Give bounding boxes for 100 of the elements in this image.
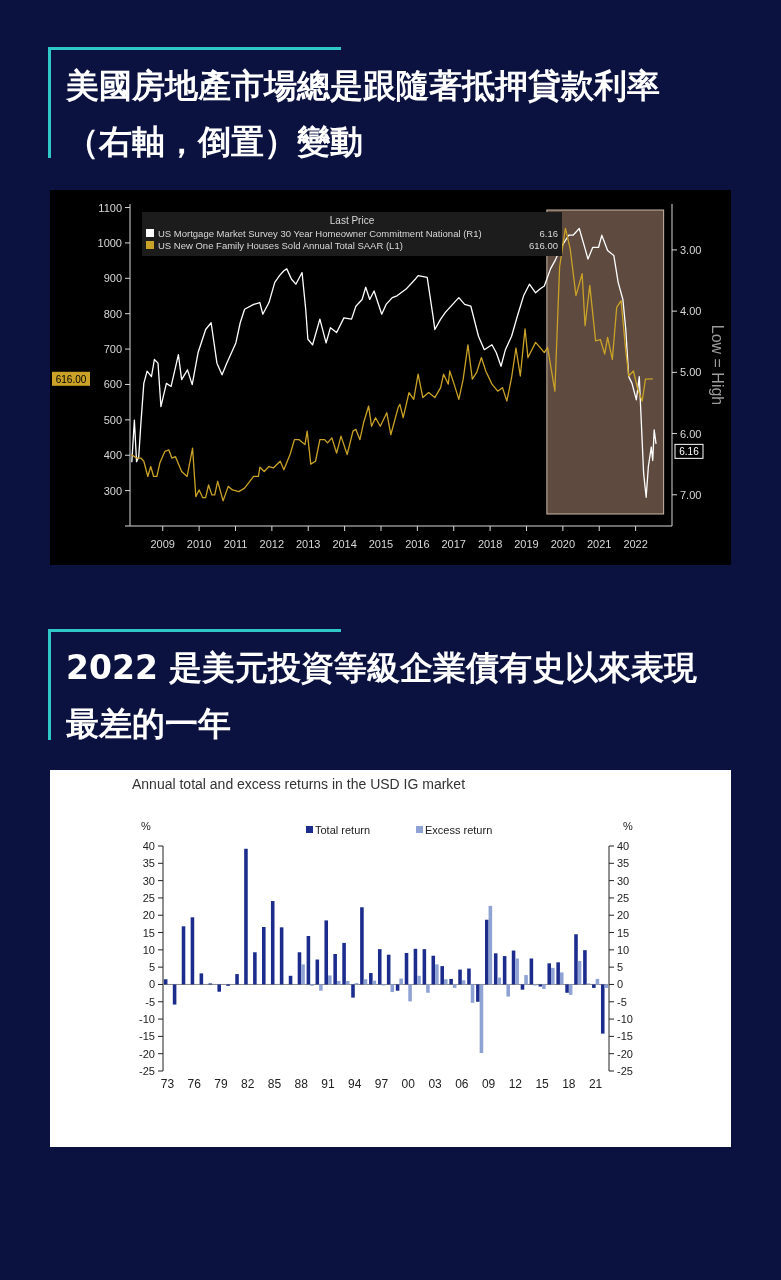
y-tick-label: 30 bbox=[142, 874, 155, 887]
y2-axis-title: Low = High bbox=[709, 324, 726, 406]
legend-label: US Mortgage Market Survey 30 Year Homeowner Commitment National (R1) bbox=[158, 228, 482, 239]
bar bbox=[506, 984, 510, 997]
x-tick-label: 2022 bbox=[623, 538, 648, 550]
chart-subtitle: Annual total and excess returns in the USD IG market bbox=[132, 776, 466, 792]
y-tick-label: 25 bbox=[142, 891, 155, 904]
legend-title: Last Price bbox=[329, 215, 375, 226]
y-tick-label: 0 bbox=[148, 978, 155, 991]
x-tick-label: 2015 bbox=[368, 538, 394, 550]
x-tick-label: 2013 bbox=[296, 538, 321, 550]
y-tick-label: 10 bbox=[142, 943, 155, 956]
y2-tick-label: 30 bbox=[617, 874, 630, 887]
y-axis-title: % bbox=[141, 820, 151, 832]
y2-tick-label: 10 bbox=[617, 943, 630, 956]
x-tick-label: 2014 bbox=[332, 538, 357, 550]
y-tick-label: 35 bbox=[142, 857, 155, 870]
bar bbox=[262, 927, 266, 985]
bar bbox=[336, 981, 341, 985]
bar bbox=[452, 984, 457, 988]
x-tick-label: 2017 bbox=[441, 538, 466, 550]
bar bbox=[408, 984, 412, 1002]
x-tick-label: 2010 bbox=[186, 538, 212, 550]
x-tick-label: 12 bbox=[508, 1077, 523, 1091]
y2-axis-title: % bbox=[623, 820, 633, 832]
y2-tick-label: 4.00 bbox=[680, 305, 702, 318]
y-tick-label: 800 bbox=[103, 307, 122, 320]
y-tick-label: 20 bbox=[142, 909, 155, 922]
y2-tick-label: 6.00 bbox=[680, 427, 702, 440]
x-tick-label: 73 bbox=[160, 1077, 175, 1091]
bar bbox=[351, 984, 355, 998]
bar bbox=[431, 955, 436, 985]
annotation: 616.00 bbox=[528, 240, 558, 251]
bar bbox=[377, 949, 382, 985]
bar bbox=[524, 975, 528, 985]
bar bbox=[458, 969, 462, 985]
y-tick-label: 1100 bbox=[98, 201, 122, 214]
bar bbox=[565, 984, 569, 993]
x-tick-label: 2018 bbox=[477, 538, 503, 550]
text: 616.00 bbox=[55, 373, 87, 385]
bar bbox=[342, 942, 346, 985]
x-tick-label: 2019 bbox=[514, 538, 539, 550]
y-tick-label: 700 bbox=[103, 343, 122, 356]
bar bbox=[493, 953, 498, 985]
y2-tick-label: -10 bbox=[617, 1013, 633, 1026]
y-tick-label: 40 bbox=[142, 840, 155, 852]
bar bbox=[319, 984, 323, 991]
bar bbox=[217, 984, 221, 992]
x-tick-label: 03 bbox=[428, 1077, 443, 1091]
bar bbox=[244, 848, 248, 985]
bar bbox=[538, 984, 543, 987]
bar bbox=[417, 975, 421, 985]
y2-tick-label: 3.00 bbox=[680, 243, 702, 256]
y2-tick-label: -25 bbox=[617, 1065, 633, 1077]
y-tick-label: 5 bbox=[148, 961, 155, 974]
x-tick-label: 94 bbox=[348, 1077, 362, 1091]
bar bbox=[440, 966, 444, 985]
x-tick-label: 18 bbox=[562, 1077, 576, 1091]
y2-tick-label: 7.00 bbox=[680, 488, 702, 501]
bar bbox=[328, 975, 332, 985]
y2-tick-label: 0 bbox=[617, 978, 624, 991]
y-tick-label: 400 bbox=[103, 449, 122, 462]
y-tick-label: 1000 bbox=[97, 236, 122, 249]
text: 6.16 bbox=[679, 446, 699, 458]
y-tick-label: 15 bbox=[142, 926, 155, 939]
x-tick-label: 09 bbox=[481, 1077, 496, 1091]
x-tick-label: 2011 bbox=[223, 538, 248, 550]
bar bbox=[583, 950, 587, 985]
legend-label: US New One Family Houses Sold Annual Total SAAR (L1) bbox=[158, 240, 403, 251]
legend-label: Total return bbox=[315, 824, 371, 836]
y-tick-label: -10 bbox=[139, 1013, 155, 1026]
y2-tick-label: -5 bbox=[617, 995, 627, 1008]
bar bbox=[467, 968, 471, 985]
bar bbox=[574, 934, 578, 985]
x-tick-label: 91 bbox=[321, 1077, 336, 1091]
x-tick-label: 76 bbox=[187, 1077, 202, 1091]
y-tick-label: 600 bbox=[103, 378, 122, 391]
x-tick-label: 15 bbox=[535, 1077, 550, 1091]
bar bbox=[360, 907, 364, 985]
bar bbox=[551, 967, 555, 985]
x-tick-label: 97 bbox=[374, 1077, 389, 1091]
bar bbox=[604, 984, 609, 988]
y-tick-label: 300 bbox=[103, 484, 122, 497]
bar bbox=[253, 952, 257, 985]
bar bbox=[333, 954, 337, 985]
y2-tick-label: 15 bbox=[617, 926, 630, 939]
bar bbox=[520, 984, 525, 990]
x-tick-label: 2020 bbox=[550, 538, 576, 550]
bar bbox=[235, 974, 239, 985]
y2-tick-label: 35 bbox=[617, 857, 630, 870]
y2-tick-label: 25 bbox=[617, 891, 630, 904]
x-tick-label: 06 bbox=[455, 1077, 469, 1091]
bar bbox=[390, 984, 395, 993]
bar bbox=[369, 973, 373, 985]
x-tick-label: 82 bbox=[241, 1077, 255, 1091]
y2-tick-label: 5 bbox=[617, 961, 624, 974]
y2-tick-label: 20 bbox=[617, 909, 630, 922]
y-tick-label: 500 bbox=[103, 413, 122, 426]
x-tick-label: 2009 bbox=[150, 538, 175, 550]
y-tick-label: -25 bbox=[139, 1065, 155, 1077]
